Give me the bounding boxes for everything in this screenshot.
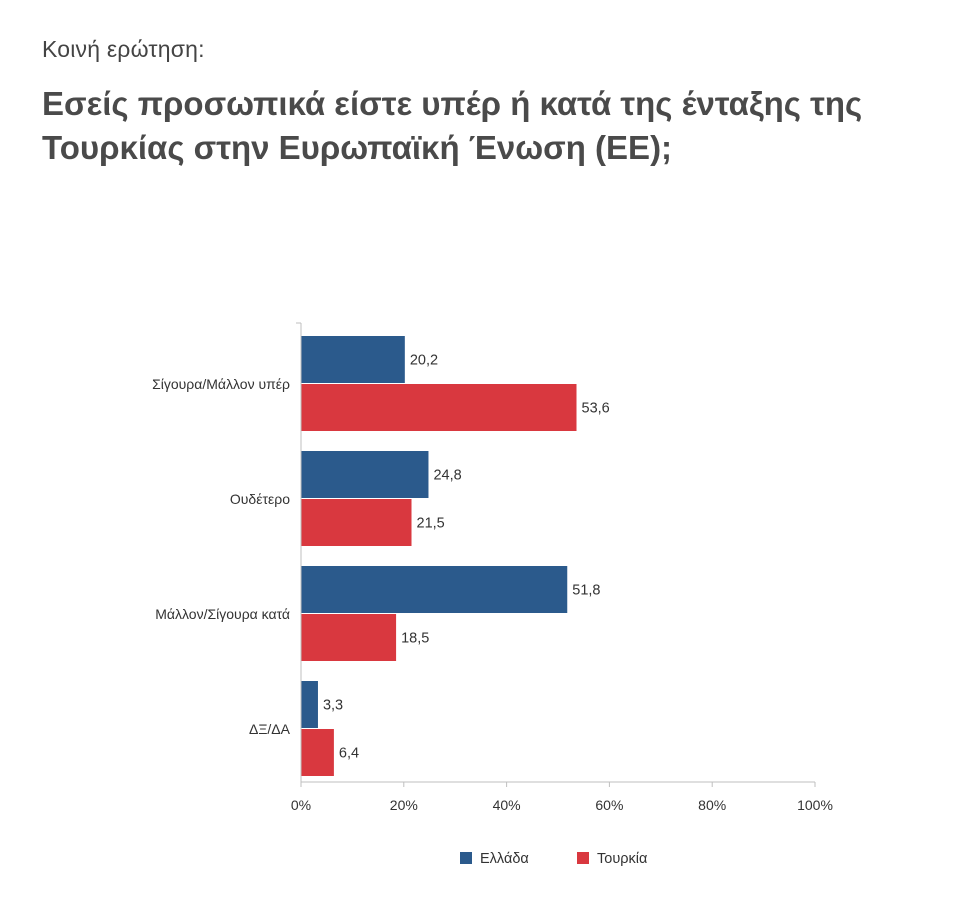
bar-turkey-0	[301, 384, 577, 431]
x-tick-label-40: 40%	[493, 797, 521, 813]
bar-turkey-2	[301, 614, 397, 661]
bar-greece-3	[301, 681, 318, 728]
category-label-1: Ουδέτερο	[230, 491, 290, 507]
bars-layer	[301, 336, 577, 776]
category-label-2: Μάλλον/Σίγουρα κατά	[155, 606, 290, 622]
legend: Ελλάδα Τουρκία	[460, 851, 647, 867]
chart-subtitle: Κοινή ερώτηση:	[42, 36, 205, 62]
legend-swatch-greece	[460, 852, 472, 864]
value-label-greece-3: 3,3	[323, 698, 343, 714]
legend-label-turkey: Τουρκία	[597, 851, 647, 867]
x-tick-label-20: 20%	[390, 797, 418, 813]
x-tick-label-80: 80%	[698, 797, 726, 813]
x-tick-label-60: 60%	[595, 797, 623, 813]
x-tick-label-100: 100%	[797, 797, 833, 813]
bar-turkey-3	[301, 729, 334, 776]
bar-turkey-1	[301, 499, 412, 546]
value-label-turkey-3: 6,4	[339, 746, 359, 762]
axis-layer: 0% 20% 40% 60% 80% 100%	[291, 322, 833, 813]
value-label-turkey-0: 53,6	[582, 401, 610, 417]
value-label-greece-0: 20,2	[410, 353, 438, 369]
value-label-greece-2: 51,8	[572, 583, 600, 599]
x-tick-label-0: 0%	[291, 797, 311, 813]
bar-greece-0	[301, 336, 405, 383]
category-label-3: ΔΞ/ΔΑ	[249, 721, 291, 737]
chart-title: Εσείς προσωπικά είστε υπέρ ή κατά της έν…	[42, 85, 863, 166]
bar-greece-2	[301, 566, 568, 613]
legend-swatch-turkey	[577, 852, 589, 864]
category-label-0: Σίγουρα/Μάλλον υπέρ	[152, 376, 290, 392]
value-label-turkey-1: 21,5	[417, 516, 445, 532]
bar-greece-1	[301, 451, 429, 498]
value-label-greece-1: 24,8	[433, 468, 461, 484]
labels-layer: 20,2 53,6 Σίγουρα/Μάλλον υπέρ 24,8 21,5 Ουδέτ…	[152, 353, 610, 762]
legend-label-greece: Ελλάδα	[480, 851, 529, 867]
value-label-turkey-2: 18,5	[401, 631, 429, 647]
